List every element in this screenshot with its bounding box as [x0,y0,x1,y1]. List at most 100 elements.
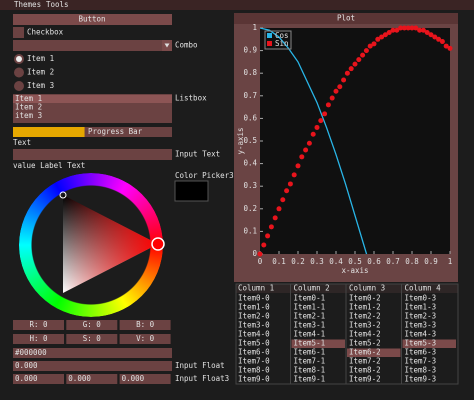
series-dot [341,77,347,83]
series-dot [398,25,404,31]
button-label: Button [78,15,105,24]
table-cell: Item1-0 [238,303,270,312]
progress-bar [13,127,172,137]
series-dot [306,140,312,146]
x-tick-label: 0.3 [310,257,324,266]
listbox-item: Item 2 [15,103,42,112]
series-dot [420,27,426,33]
table-cell: Item6-1 [294,348,326,357]
plot-title: Plot [337,14,355,23]
table-cell: Item8-0 [238,366,270,375]
hue-marker [151,237,165,251]
series-dot [329,95,335,101]
x-tick-label: 0.8 [405,257,419,266]
series-dot [439,39,445,45]
color-field[interactable] [13,320,64,330]
table-cell: Item6-0 [238,348,270,357]
series-dot [356,57,362,63]
color-field[interactable] [119,334,171,344]
radio[interactable] [14,67,24,78]
table-cell: Item9-0 [238,375,270,384]
series-dot [310,131,316,137]
table-cell: Item2-3 [405,312,437,321]
color-field[interactable] [13,334,64,344]
series-dot [352,61,358,67]
hex-value: #000000 [15,348,47,357]
series-dot [257,251,263,257]
series-dot [428,32,434,38]
label-text: value Label Text [13,161,85,170]
legend-label: Cos [275,31,289,40]
hex-field[interactable] [13,348,172,358]
color-field[interactable] [119,320,171,330]
color-field[interactable] [66,334,118,344]
color-field-label: R: 0 [29,320,48,329]
series-line [260,28,368,254]
series-dot [295,163,301,169]
radio[interactable] [14,81,24,91]
series-dot [318,118,324,124]
series-dot [303,147,309,153]
table-cell: Item4-1 [294,330,326,339]
y-tick-label: 0.2 [243,204,257,213]
input-text[interactable] [13,149,172,160]
menu-item: Themes [14,0,41,9]
table-cell: Item0-0 [238,294,270,303]
table-cell: Item0-3 [405,294,437,303]
listbox-item: item 3 [15,111,42,120]
x-tick-label: 0.4 [329,257,343,266]
table-cell: Item7-2 [349,357,381,366]
table-cell: Item2-2 [349,312,381,321]
input-float3-field[interactable] [13,374,64,384]
color-swatch[interactable] [174,180,209,202]
table-cell: Item5-0 [238,339,270,348]
input-float[interactable] [13,361,172,371]
table-cell: Item9-1 [294,375,326,384]
series-dot [287,181,293,187]
series-dot [375,36,381,42]
table-cell: Item3-0 [238,321,270,330]
menu-item: Tools [46,0,69,9]
progress-label: Progress Bar [88,127,143,136]
x-tick-label: 0.2 [291,257,305,266]
table-cell: Item3-3 [405,321,437,330]
table-cell: Item8-2 [349,366,381,375]
checkbox-label: Checkbox [27,28,64,37]
series-dot [337,84,343,90]
table-cell: Item6-3 [405,348,437,357]
series-dot [284,188,290,194]
table-cell: Item7-1 [294,357,326,366]
color-field-label: V: 0 [136,334,155,343]
series-dot [405,25,411,31]
legend-swatch [267,33,272,38]
series-dot [413,25,419,31]
button[interactable] [13,14,172,25]
radio-label: Item 2 [27,68,54,77]
table-cell: Item1-3 [405,303,437,312]
y-tick-label: 0.8 [243,68,257,77]
table-cell: Item3-1 [294,321,326,330]
input-float3-value: 0.000 [122,374,145,383]
x-axis-label: x-axis [341,266,368,275]
series-dot [447,45,453,51]
series-dot [367,43,373,49]
table-cell: Item0-1 [294,294,326,303]
legend-box [264,30,292,50]
table-cell: Item8-1 [294,366,326,375]
combo[interactable] [13,40,172,51]
x-tick-label: 0.1 [272,257,286,266]
series-dot [417,27,423,33]
column-header: Column 2 [294,284,330,293]
series-dot [386,30,392,36]
selected-cell [291,339,345,348]
y-tick-label: 0.9 [243,46,257,55]
input-float3-field[interactable] [119,374,171,384]
sv-marker [59,191,67,199]
combo-label: Combo [175,41,198,50]
color-field[interactable] [66,320,118,330]
series-dot [436,36,442,42]
column-header: Column 3 [349,284,385,293]
checkbox[interactable] [13,27,24,38]
input-float3-field[interactable] [66,374,118,384]
